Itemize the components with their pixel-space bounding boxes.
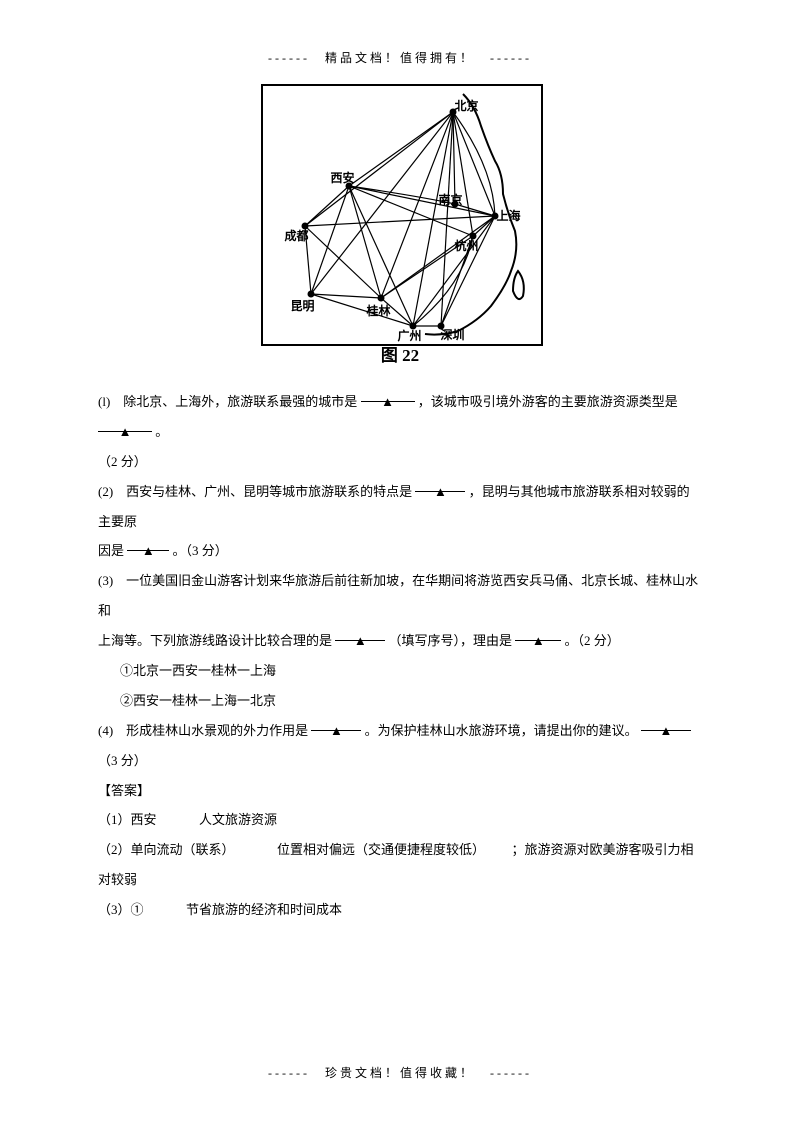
city-beijing: 北京: [455, 96, 479, 118]
a2-text1: 位置相对偏远（交通便捷程度较低）: [277, 842, 485, 857]
q2-blank1: ▲: [415, 477, 465, 492]
q1-blank2: ▲: [98, 417, 152, 432]
city-nanjing: 南京: [439, 190, 463, 212]
q1-blank1: ▲: [361, 387, 415, 402]
q1-prefix: (l) 除北京、上海外，旅游联系最强的城市是: [98, 394, 357, 409]
city-guilin: 桂林: [367, 301, 391, 323]
a2-num: （2）单向流动（联系）: [98, 842, 235, 857]
city-xian: 西安: [331, 168, 355, 190]
q4-blank2: ▲: [641, 716, 691, 731]
city-kunming: 昆明: [291, 296, 315, 318]
map-figure: 北京 西安 成都 昆明 桂林 广州 深圳 杭州 上海 南京 图 22: [253, 82, 548, 372]
a3-text: 节省旅游的经济和时间成本: [186, 902, 342, 917]
city-chengdu: 成都: [285, 226, 309, 248]
q1-mid: ，该城市吸引境外游客的主要旅游资源类型是: [418, 394, 678, 409]
city-hangzhou: 杭州: [455, 236, 479, 258]
answer-3: （3）① 节省旅游的经济和时间成本: [98, 895, 702, 925]
q3-line2-suffix: 。（2 分）: [565, 633, 620, 648]
q3-blank2: ▲: [515, 626, 561, 641]
question-2-line1: (2) 西安与桂林、广州、昆明等城市旅游联系的特点是 ▲ ，昆明与其他城市旅游联…: [98, 477, 702, 537]
q1-points: （2 分）: [98, 447, 702, 477]
answer-1: （1）西安 人文旅游资源: [98, 805, 702, 835]
figure-container: 北京 西安 成都 昆明 桂林 广州 深圳 杭州 上海 南京 图 22: [0, 82, 800, 379]
question-4: (4) 形成桂林山水景观的外力作用是 ▲ 。为保护桂林山水旅游环境，请提出你的建…: [98, 716, 702, 776]
page-footer: ------ 珍贵文档！值得收藏！ ------: [0, 1063, 800, 1085]
question-3-line1: (3) 一位美国旧金山游客计划来华旅游后前往新加坡，在华期间将游览西安兵马俑、北…: [98, 566, 702, 626]
q4-blank1: ▲: [311, 716, 361, 731]
page-header: ------ 精品文档！值得拥有！ ------: [0, 0, 800, 70]
figure-label: 图 22: [253, 341, 548, 372]
a1-text: 人文旅游资源: [199, 812, 277, 827]
city-shanghai: 上海: [497, 206, 521, 228]
q4-mid: 。为保护桂林山水旅游环境，请提出你的建议。: [365, 723, 638, 738]
a3-num: （3）①: [98, 902, 144, 917]
q3-line2-mid: （填写序号），理由是: [389, 633, 513, 648]
q3-option-1: ①北京一西安一桂林一上海: [120, 656, 702, 686]
question-1: (l) 除北京、上海外，旅游联系最强的城市是 ▲ ，该城市吸引境外游客的主要旅游…: [98, 387, 702, 447]
q4-prefix: (4) 形成桂林山水景观的外力作用是: [98, 723, 308, 738]
answer-2: （2）单向流动（联系） 位置相对偏远（交通便捷程度较低） ；旅游资源对欧美游客吸…: [98, 835, 702, 895]
map-box: 北京 西安 成都 昆明 桂林 广州 深圳 杭州 上海 南京: [261, 84, 543, 346]
q1-suffix: 。: [155, 424, 168, 439]
q3-blank1: ▲: [335, 626, 385, 641]
a1-num: （1）西安: [98, 812, 157, 827]
q2-points: 。（3 分）: [173, 543, 228, 558]
q4-points: （3 分）: [98, 753, 147, 768]
q3-option-2: ②西安一桂林一上海一北京: [120, 686, 702, 716]
q3-line2-prefix: 上海等。下列旅游线路设计比较合理的是: [98, 633, 332, 648]
q2-line2-prefix: 因是: [98, 543, 124, 558]
q2-prefix: (2) 西安与桂林、广州、昆明等城市旅游联系的特点是: [98, 484, 412, 499]
q2-blank2: ▲: [127, 536, 169, 551]
answers-title: 【答案】: [98, 776, 702, 806]
content-area: (l) 除北京、上海外，旅游联系最强的城市是 ▲ ，该城市吸引境外游客的主要旅游…: [0, 387, 800, 925]
question-3-line2: 上海等。下列旅游线路设计比较合理的是 ▲ （填写序号），理由是 ▲ 。（2 分）: [98, 626, 702, 656]
question-2-line2: 因是 ▲ 。（3 分）: [98, 536, 702, 566]
